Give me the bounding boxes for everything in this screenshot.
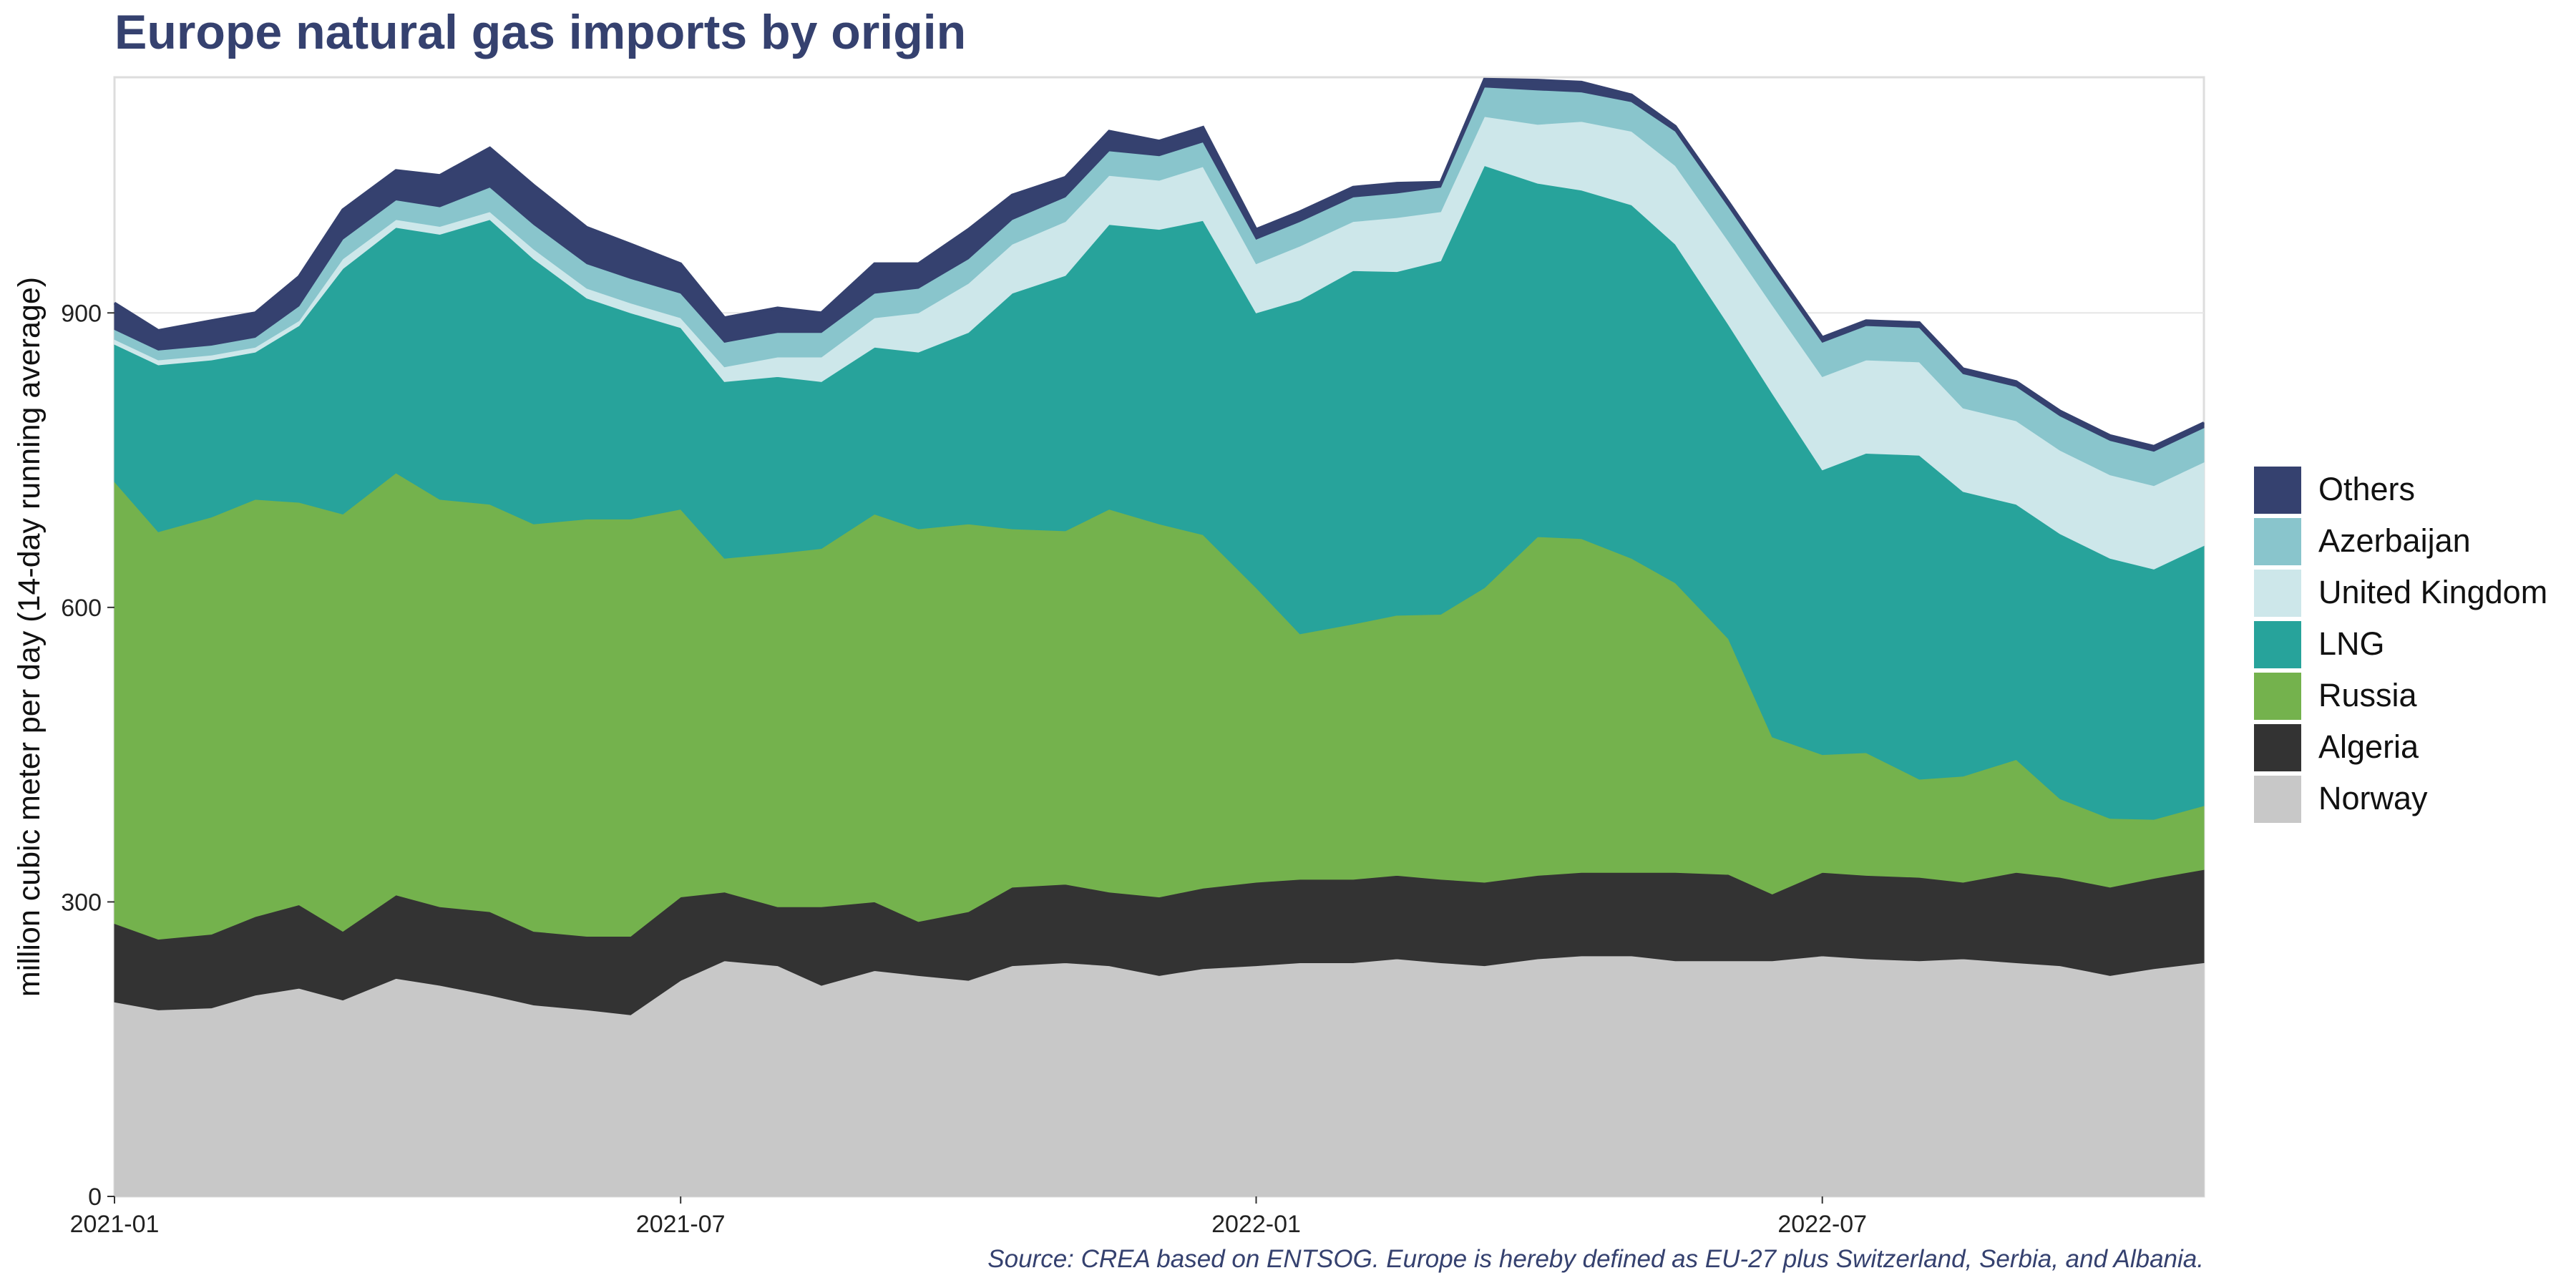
x-tick-label-2021-07: 2021-07 (636, 1211, 726, 1238)
area-series-norway (114, 955, 2205, 1197)
legend-swatch-lng (2254, 621, 2301, 668)
legend-label-azerbaijan: Azerbaijan (2318, 522, 2471, 559)
legend-label-norway: Norway (2318, 780, 2428, 816)
legend-label-others: Others (2318, 471, 2416, 507)
chart-title: Europe natural gas imports by origin (114, 5, 967, 59)
legend-swatch-russia (2254, 673, 2301, 720)
legend-label-lng: LNG (2318, 625, 2385, 662)
x-tick-label-2022-01: 2022-01 (1211, 1211, 1301, 1238)
legend-swatch-norway (2254, 776, 2301, 823)
x-tick-label-2021-01: 2021-01 (70, 1211, 160, 1238)
legend-label-algeria: Algeria (2318, 728, 2419, 765)
y-tick-label-0: 0 (88, 1184, 102, 1211)
legend-label-united-kingdom: United Kingdom (2318, 574, 2548, 610)
legend-swatch-others (2254, 467, 2301, 514)
y-tick-label-600: 600 (61, 595, 102, 622)
y-tick-label-300: 300 (61, 889, 102, 916)
legend-swatch-algeria (2254, 724, 2301, 771)
y-axis-title: million cubic meter per day (14-day runn… (12, 277, 47, 997)
stack-top-outline (113, 77, 2205, 448)
source-note: Source: CREA based on ENTSOG. Europe is … (987, 1245, 2204, 1273)
legend-label-russia: Russia (2318, 677, 2417, 713)
legend-swatch-united-kingdom (2254, 570, 2301, 617)
y-tick-label-900: 900 (61, 300, 102, 327)
legend-swatch-azerbaijan (2254, 518, 2301, 565)
x-tick-label-2022-07: 2022-07 (1777, 1211, 1867, 1238)
